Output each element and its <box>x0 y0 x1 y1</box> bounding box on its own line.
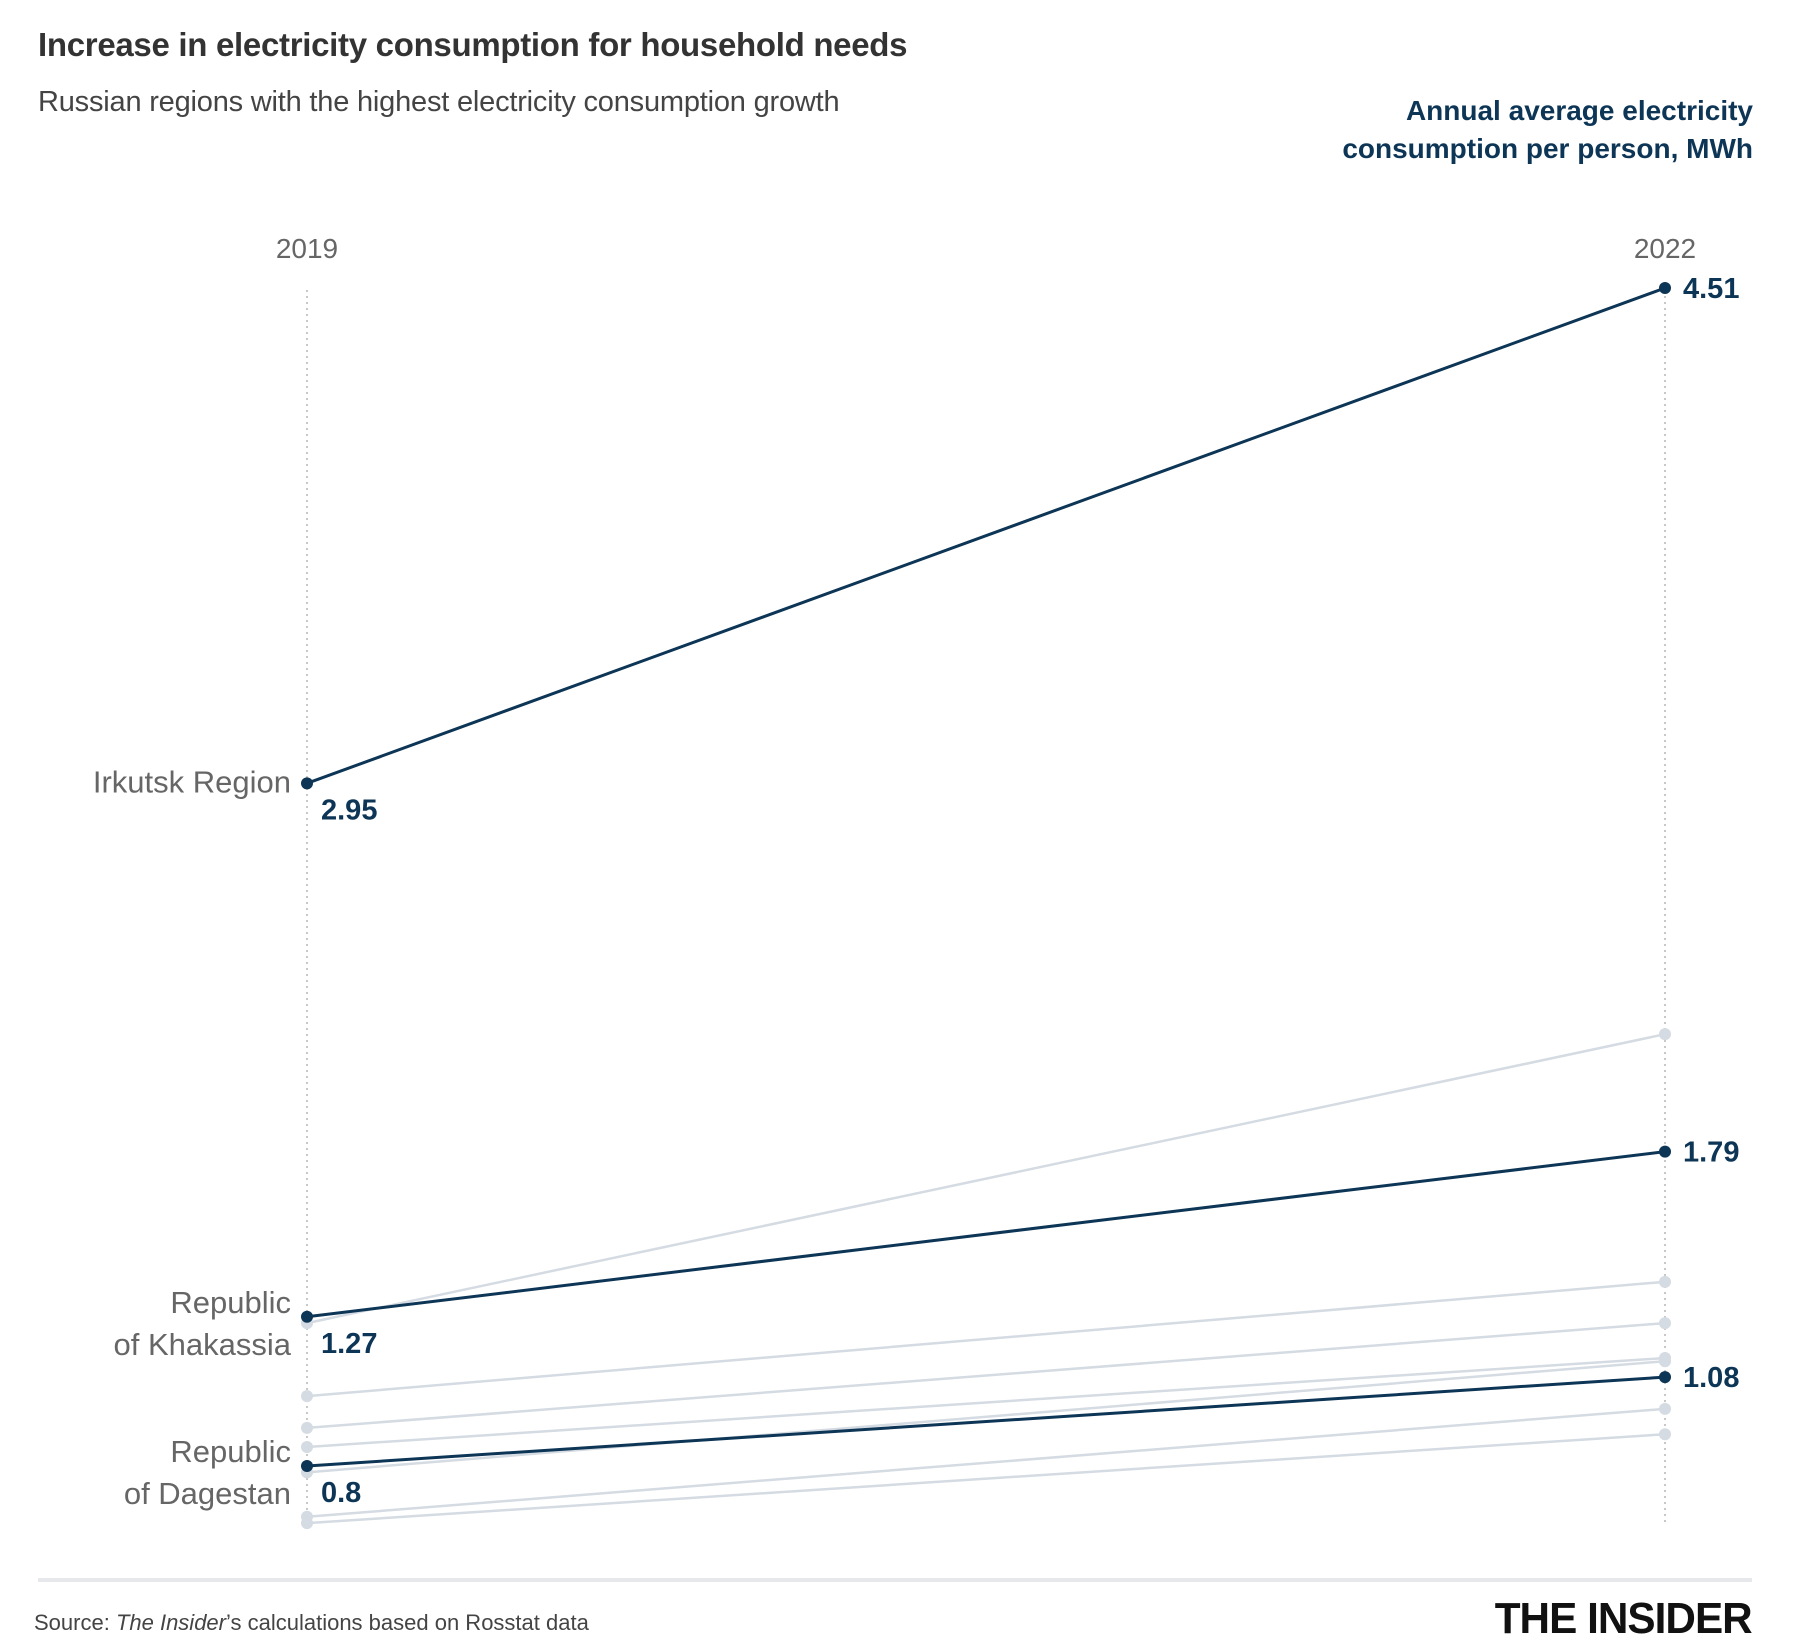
value-label-2019: 1.27 <box>321 1328 377 1360</box>
series-irkutsk-region: 2.95 4.51 Irkutsk Region <box>93 273 1740 826</box>
region-label-line: Irkutsk Region <box>93 764 291 799</box>
point-2019 <box>301 1310 313 1323</box>
series-line <box>305 1356 1667 1449</box>
value-label-2019: 2.95 <box>321 794 377 826</box>
series-line <box>305 1321 1667 1430</box>
value-label-2022: 1.08 <box>1683 1362 1739 1394</box>
source-note: Source: The Insider’s calculations based… <box>34 1610 589 1636</box>
slope-chart: 2019 2022 2.95 4.51 Irkutsk Region 1.27 1.79 Re… <box>93 233 1740 1530</box>
region-label-line: Republic <box>170 1434 291 1469</box>
point-2019 <box>301 777 313 790</box>
series-republic-of-dagestan: 0.8 1.08 Republic of Dagestan <box>124 1362 1740 1511</box>
source-text: ’s calculations based on Rosstat data <box>226 1610 589 1635</box>
region-label-line: of Dagestan <box>124 1476 291 1511</box>
series-line <box>305 1407 1667 1519</box>
point-2022 <box>1659 1028 1671 1041</box>
brand-logo: THE INSIDER <box>1495 1594 1753 1643</box>
region-label: Irkutsk Region <box>93 764 291 799</box>
source-prefix: Source: <box>34 1610 116 1635</box>
region-label-line: Republic <box>170 1285 291 1320</box>
point-2022 <box>1659 1355 1671 1368</box>
series-republic-of-khakassia: 1.27 1.79 Republic of Khakassia <box>114 1137 1740 1362</box>
series-line <box>305 1032 1667 1325</box>
region-label: Republic of Khakassia <box>114 1285 292 1362</box>
region-label: Republic of Dagestan <box>124 1434 291 1511</box>
series-series-9 <box>301 1428 1671 1530</box>
point-2022 <box>1659 1317 1671 1330</box>
point-2022 <box>1659 282 1671 294</box>
point-2019 <box>301 1421 313 1434</box>
point-2022 <box>1659 1275 1671 1288</box>
year-label-2019: 2019 <box>276 233 338 264</box>
value-label-2022: 1.79 <box>1683 1137 1739 1169</box>
value-label-2022: 4.51 <box>1683 273 1739 305</box>
point-2019 <box>301 1517 313 1530</box>
y-axis-title: Annual average electricity consumption p… <box>1342 95 1753 164</box>
point-2019 <box>301 1460 313 1472</box>
series-line <box>305 1375 1667 1468</box>
series-series-3 <box>301 1028 1671 1330</box>
source-publication: The Insider <box>115 1610 226 1635</box>
series-series-6 <box>301 1352 1671 1453</box>
chart-title: Increase in electricity consumption for … <box>38 26 908 63</box>
series-line <box>305 286 1667 785</box>
series-series-4 <box>301 1275 1671 1403</box>
series-line <box>305 1280 1667 1398</box>
series-line <box>305 1359 1667 1474</box>
year-label-2022: 2022 <box>1634 233 1696 264</box>
series-line <box>305 1432 1667 1525</box>
point-2019 <box>301 1390 313 1403</box>
series-line <box>305 1150 1667 1319</box>
series-series-5 <box>301 1317 1671 1434</box>
footer-divider <box>38 1578 1752 1582</box>
point-2022 <box>1659 1371 1671 1384</box>
chart-subtitle: Russian regions with the highest electri… <box>38 86 840 118</box>
series-series-7 <box>301 1355 1671 1479</box>
value-label-2019: 0.8 <box>321 1477 361 1509</box>
point-2022 <box>1659 1428 1671 1441</box>
point-2022 <box>1659 1402 1671 1415</box>
point-2019 <box>301 1440 313 1453</box>
point-2022 <box>1659 1145 1671 1158</box>
region-label-line: of Khakassia <box>114 1327 292 1362</box>
